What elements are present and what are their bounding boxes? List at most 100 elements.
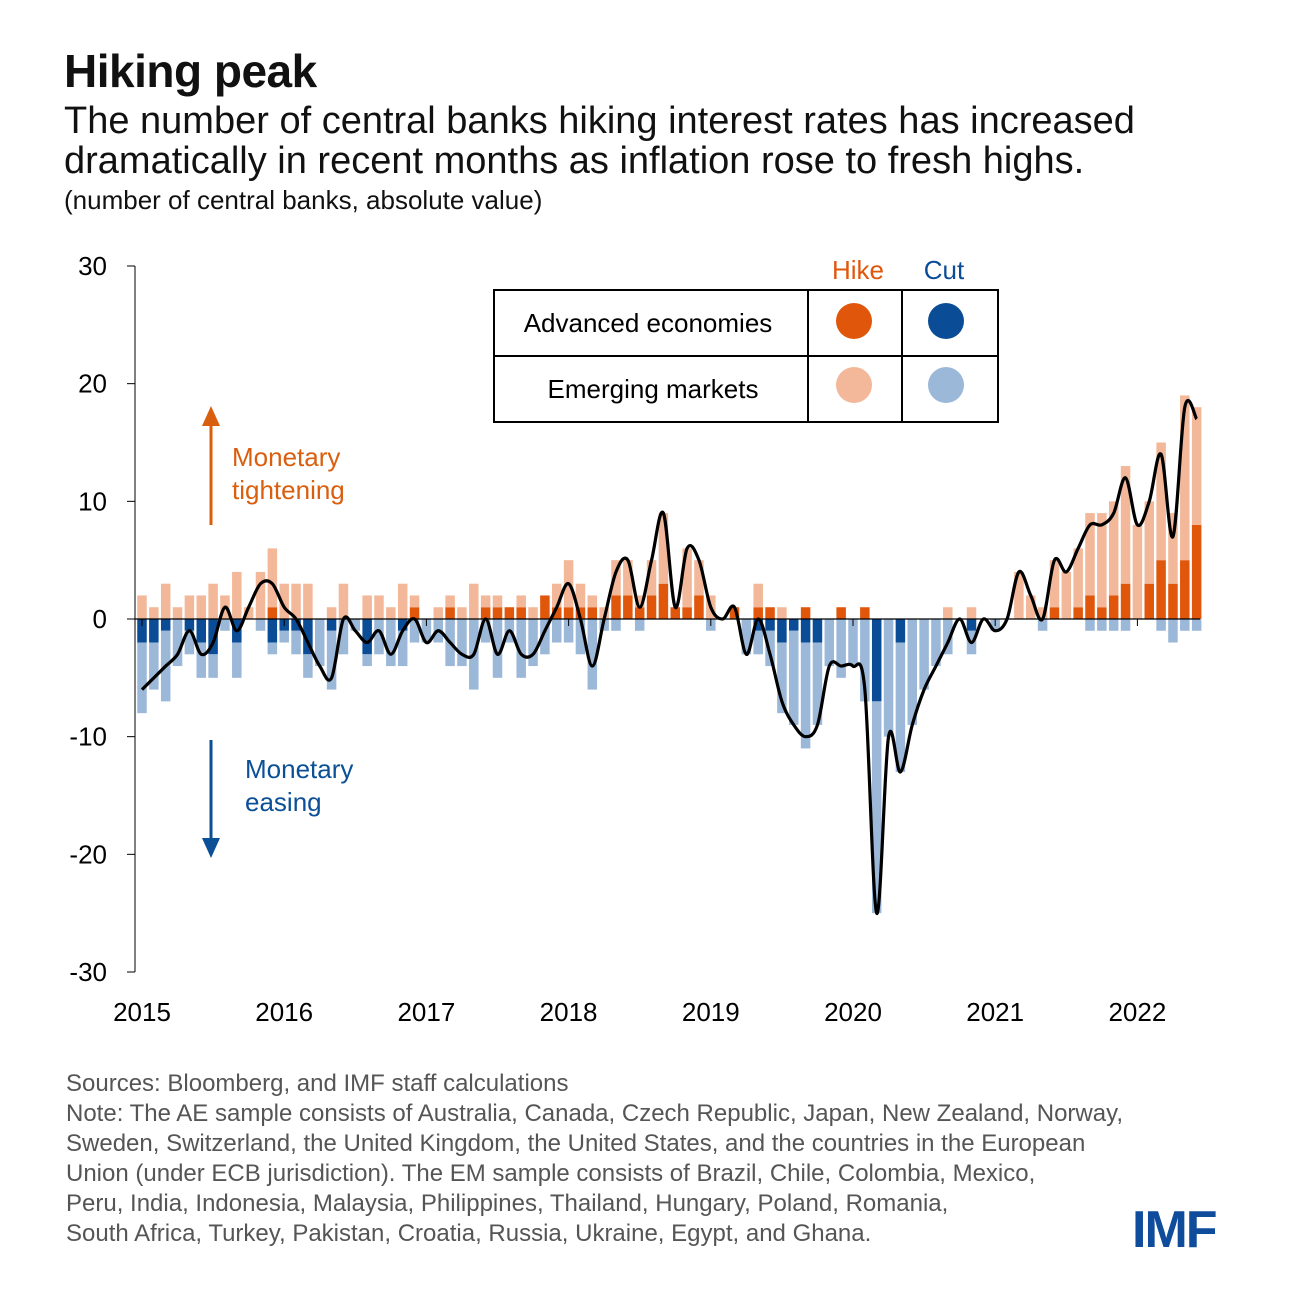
em-cut-bar xyxy=(421,619,432,643)
em-hike-bar xyxy=(682,548,692,608)
em-hike-bar xyxy=(160,583,171,619)
em-hike-bar xyxy=(196,595,206,619)
tightening-label-1: Monetary xyxy=(232,442,340,472)
em-hike-bar xyxy=(528,607,538,619)
ae-hike-bar xyxy=(611,595,621,619)
em-cut-bar xyxy=(1097,619,1107,631)
ae-cut-bar xyxy=(184,619,195,631)
em-hike-bar xyxy=(966,607,977,619)
ae-hike-bar xyxy=(1180,560,1190,619)
ae-cut-bar xyxy=(137,619,147,643)
ae-cut-bar xyxy=(291,619,301,631)
ae-cut-bar xyxy=(149,619,159,643)
em-hike-bar xyxy=(149,607,159,619)
em-hike-bar xyxy=(409,595,420,608)
em-cut-bar xyxy=(611,619,621,631)
em-cut-bar xyxy=(777,642,787,714)
ae-hike-bar xyxy=(694,595,704,619)
ae-hike-bar xyxy=(1073,607,1083,619)
em-cut-bar xyxy=(1085,619,1095,631)
em-hike-bar xyxy=(1085,513,1095,596)
em-hike-bar xyxy=(623,560,633,596)
em-hike-bar xyxy=(279,583,289,619)
em-cut-bar xyxy=(1191,619,1202,631)
em-hike-bar xyxy=(208,583,218,619)
unit-note: (number of central banks, absolute value… xyxy=(64,185,543,215)
em-hike-bar xyxy=(172,607,183,619)
em-cut-bar xyxy=(172,619,183,667)
em-hike-bar xyxy=(1168,513,1178,584)
ae-cut-bar xyxy=(812,619,823,643)
em-hike-bar xyxy=(291,583,301,619)
ae-cut-bar xyxy=(303,619,313,655)
ae-hike-bar xyxy=(800,607,811,619)
em-hike-bar xyxy=(326,607,337,619)
em-hike-bar xyxy=(1037,607,1048,619)
ae-cut-bar xyxy=(160,619,171,631)
tightening-label-2: tightening xyxy=(232,475,345,505)
em-cut-bar xyxy=(824,619,835,667)
em-hike-bar xyxy=(611,560,621,596)
y-tick-label: -10 xyxy=(69,722,107,752)
em-hike-bar xyxy=(1144,501,1154,584)
em-cut-bar xyxy=(871,701,882,914)
ae-cut-bar xyxy=(397,619,408,631)
em-cut-bar xyxy=(563,619,574,643)
em-cut-bar xyxy=(255,619,266,631)
ae-hike-bar xyxy=(563,607,574,619)
ae-hike-bar xyxy=(540,595,550,619)
ae-hike-bar xyxy=(504,607,515,619)
ae-cut-bar xyxy=(966,619,977,631)
down-arrow-icon xyxy=(202,838,220,858)
em-cut-bar xyxy=(860,619,870,702)
em-cut-bar xyxy=(267,642,278,655)
em-hike-bar xyxy=(433,607,443,619)
y-tick-label: 0 xyxy=(93,604,107,634)
ae-cut-bar xyxy=(267,619,278,643)
ae-hike-bar xyxy=(1156,560,1166,619)
x-tick-label: 2018 xyxy=(540,997,598,1027)
em-hike-bar xyxy=(397,583,408,619)
bars xyxy=(137,395,1202,914)
net-line xyxy=(140,398,1199,915)
chart-subtitle-line-2: dramatically in recent months as inflati… xyxy=(64,140,1085,182)
em-cut-bar xyxy=(919,619,929,690)
y-tick-label: -20 xyxy=(69,839,107,869)
em-hike-bar xyxy=(457,607,467,619)
em-cut-bar xyxy=(812,642,823,725)
em-hike-bar xyxy=(303,583,313,619)
em-cut-bar xyxy=(634,619,645,631)
em-cut-bar xyxy=(149,642,159,690)
em-hike-bar xyxy=(634,595,645,608)
em-cut-bar xyxy=(374,619,384,655)
em-hike-bar xyxy=(362,595,372,619)
em-cut-bar xyxy=(848,619,858,667)
em-cut-bar xyxy=(552,619,562,643)
em-cut-bar xyxy=(516,619,526,678)
legend-hike-header: Hike xyxy=(832,255,884,285)
em-hike-bar xyxy=(243,607,254,619)
ae-hike-bar xyxy=(682,607,692,619)
ae-hike-bar xyxy=(634,607,645,619)
em-hike-bar xyxy=(1014,571,1024,619)
ae-hike-bar xyxy=(753,607,763,619)
y-tick-label: 10 xyxy=(78,486,107,516)
em-hike-bar xyxy=(694,560,704,596)
em-hike-bar xyxy=(1026,595,1036,619)
ae-hike-bar xyxy=(480,607,491,619)
em-cut-bar xyxy=(184,630,195,655)
em-hike-bar xyxy=(516,595,526,608)
x-tick-label: 2015 xyxy=(113,997,171,1027)
ae-hike-bar xyxy=(552,607,562,619)
ae-hike-bar xyxy=(765,607,775,619)
x-tick-label: 2020 xyxy=(824,997,882,1027)
em-hike-bar xyxy=(492,595,503,608)
imf-logo: IMF xyxy=(1132,1201,1218,1259)
em-cut-bar xyxy=(315,619,325,667)
em-cut-bar xyxy=(386,619,396,667)
ae-hike-bar xyxy=(409,607,420,619)
em-cut-bar xyxy=(303,654,313,678)
footer-note-1: Note: The AE sample consists of Australi… xyxy=(66,1100,1123,1127)
legend-ae-cut-swatch xyxy=(928,303,964,339)
footer-note-2: Sweden, Switzerland, the United Kingdom,… xyxy=(66,1130,1086,1157)
